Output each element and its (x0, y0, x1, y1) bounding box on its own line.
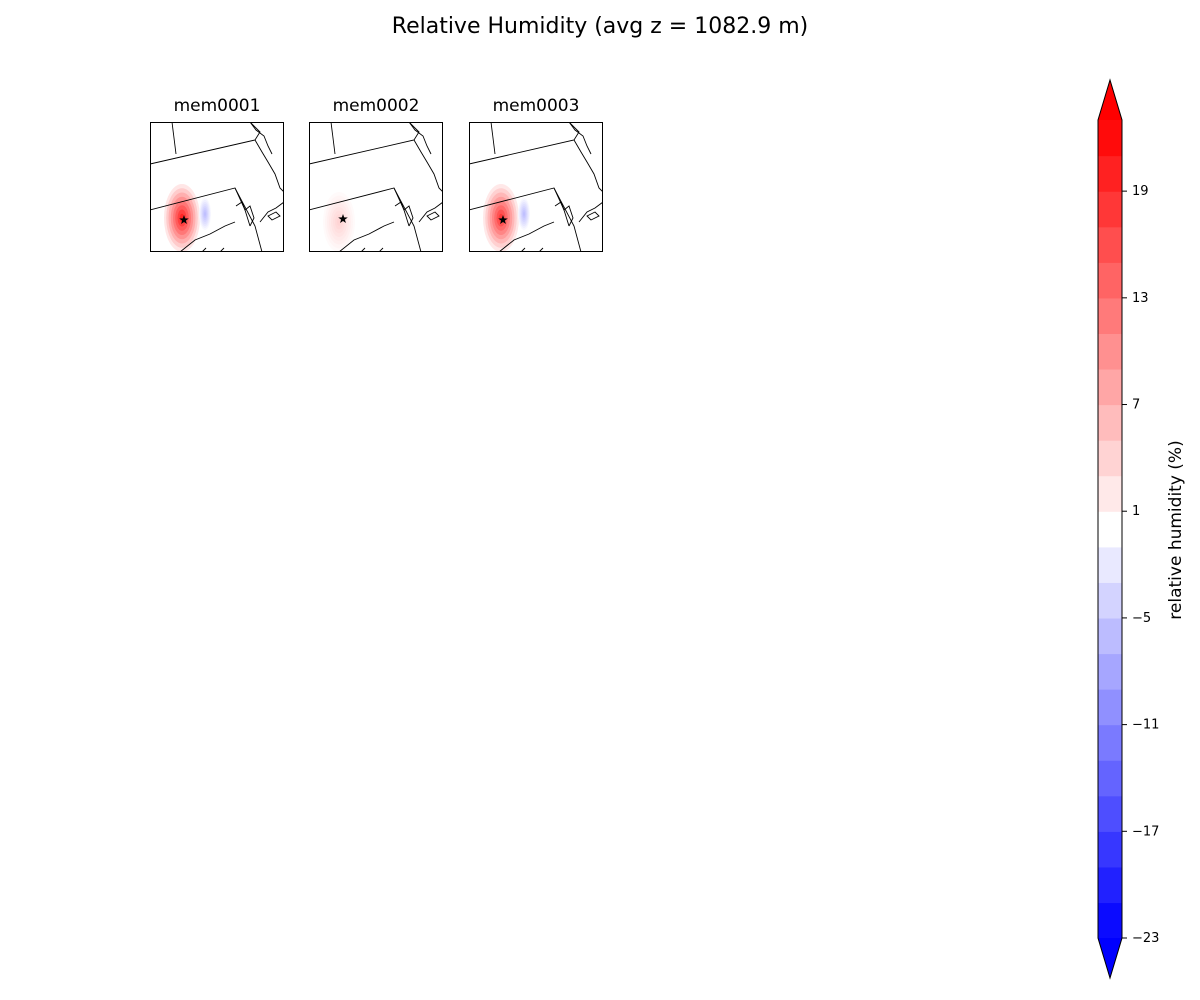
map-border-line (234, 187, 251, 227)
map-border-line (554, 201, 574, 227)
map-border-line (498, 221, 555, 252)
colorbar-band (1098, 795, 1122, 832)
map-border-line (309, 122, 420, 165)
map-border-line (469, 187, 582, 252)
colorbar-extend-min (1098, 938, 1122, 978)
map-panel-mem0002 (309, 122, 443, 252)
colorbar-tick-label: 1 (1132, 504, 1140, 519)
panel-title-mem0003: mem0003 (492, 96, 580, 116)
colorbar-band (1098, 368, 1122, 406)
colorbar-band (1098, 760, 1122, 797)
colorbar-tick-label: 7 (1132, 398, 1140, 413)
colorbar-tick-label: 19 (1132, 184, 1149, 199)
map-svg (469, 122, 603, 252)
location-star-marker (338, 214, 348, 224)
map-border-line (150, 122, 261, 165)
colorbar-tick-label: −23 (1132, 931, 1159, 946)
colorbar-band (1098, 404, 1122, 441)
map-panel-mem0003 (469, 122, 603, 252)
colorbar-band (1098, 440, 1122, 477)
panel-title-mem0002: mem0002 (332, 96, 420, 116)
colorbar-band (1098, 511, 1122, 548)
map-border-line (394, 201, 414, 227)
map-border-line (338, 221, 395, 252)
colorbar-band (1098, 724, 1122, 761)
field-contour (337, 218, 341, 226)
colorbar-band (1098, 617, 1122, 655)
field-contour (204, 212, 206, 216)
map-border-line (418, 201, 443, 223)
map-border-line (553, 187, 570, 227)
colorbar-band (1098, 475, 1122, 512)
colorbar-band (1098, 582, 1122, 619)
map-border-line (573, 139, 603, 193)
colorbar-band (1098, 831, 1122, 868)
map-border-line (490, 122, 496, 155)
map-frame (469, 122, 603, 252)
location-star-marker (179, 215, 189, 225)
colorbar-band (1098, 333, 1122, 370)
figure-title: Relative Humidity (avg z = 1082.9 m) (391, 14, 809, 39)
map-border-line (267, 211, 281, 221)
map-border-line (249, 122, 273, 155)
map-border-line (330, 122, 336, 155)
map-border-line (413, 139, 443, 193)
map-border-line (309, 187, 422, 252)
colorbar-band (1098, 866, 1122, 904)
colorbar-extend-max (1098, 80, 1122, 120)
colorbar: −23 −17 −11 −5 1 7 13 19 (1097, 78, 1159, 980)
colorbar-label: relative humidity (%) (1166, 440, 1186, 620)
map-border-line (568, 122, 592, 155)
panel-title-mem0001: mem0001 (173, 96, 261, 116)
colorbar-band (1098, 297, 1122, 334)
map-border-line (578, 201, 603, 223)
colorbar-tick-label: −17 (1132, 824, 1159, 839)
map-svg (150, 122, 284, 252)
map-border-line (150, 187, 263, 252)
map-border-line (408, 122, 432, 155)
map-border-line (586, 211, 600, 221)
map-frame (150, 122, 284, 252)
map-border-line (179, 221, 236, 252)
colorbar-tick-label: −5 (1132, 611, 1151, 626)
map-svg (309, 122, 443, 252)
colorbar-band (1098, 262, 1122, 299)
map-border-line (235, 201, 255, 227)
map-border-line (254, 139, 284, 193)
colorbar-band (1098, 191, 1122, 228)
map-frame (309, 122, 443, 252)
colorbar-band (1098, 546, 1122, 583)
colorbar-band (1098, 226, 1122, 263)
colorbar-band (1098, 653, 1122, 690)
colorbar-band (1098, 902, 1122, 939)
colorbar-band (1098, 155, 1122, 192)
colorbar-band (1098, 689, 1122, 726)
colorbar-tick-label: 13 (1132, 291, 1149, 306)
map-border-line (259, 201, 284, 223)
colorbar-band (1098, 120, 1122, 157)
field-contour (523, 212, 525, 216)
location-star-marker (498, 215, 508, 225)
map-border-line (393, 187, 410, 227)
map-border-line (426, 211, 440, 221)
map-panel-mem0001 (150, 122, 284, 252)
colorbar-tick-label: −11 (1132, 718, 1159, 733)
map-border-line (171, 122, 177, 155)
map-border-line (469, 122, 580, 165)
